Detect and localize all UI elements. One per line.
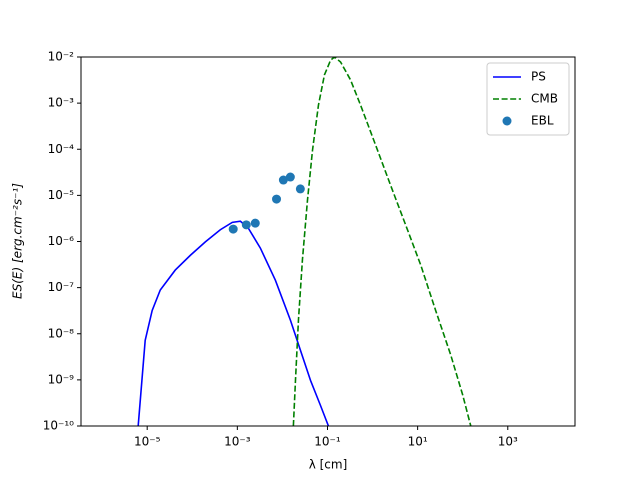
data-point (272, 194, 282, 204)
data-point (250, 218, 260, 228)
y-tick-label: 10⁻⁹ (48, 372, 75, 386)
data-point (295, 184, 305, 194)
series-line (137, 220, 330, 426)
legend-marker (502, 116, 512, 126)
data-point (241, 220, 251, 230)
x-axis-label: λ [cm] (309, 458, 348, 472)
x-tick-label: 10⁻³ (224, 435, 251, 449)
x-tick-label: 10⁻⁵ (134, 435, 161, 449)
legend-label: PS (531, 70, 546, 84)
legend-label: CMB (531, 92, 558, 106)
y-tick-label: 10⁻³ (48, 96, 75, 110)
plot-area (137, 57, 472, 426)
x-tick-label: 10⁻¹ (314, 435, 341, 449)
y-tick-label: 10⁻¹⁰ (43, 419, 74, 433)
legend-label: EBL (531, 114, 554, 128)
y-tick-label: 10⁻⁶ (48, 234, 75, 248)
series-line (292, 57, 472, 426)
y-tick-label: 10⁻⁸ (48, 326, 75, 340)
plot-frame (80, 56, 576, 427)
data-point (285, 172, 295, 182)
y-tick-label: 10⁻² (48, 50, 75, 64)
data-point (278, 175, 288, 185)
data-point (228, 224, 238, 234)
y-tick-label: 10⁻⁷ (48, 280, 75, 294)
y-tick-label: 10⁻⁵ (48, 188, 75, 202)
y-axis-label: ES(E) [erg.cm⁻²s⁻¹] (11, 183, 25, 299)
x-tick-label: 10¹ (408, 435, 428, 449)
y-tick-label: 10⁻⁴ (48, 142, 75, 156)
x-tick-label: 10³ (498, 435, 518, 449)
